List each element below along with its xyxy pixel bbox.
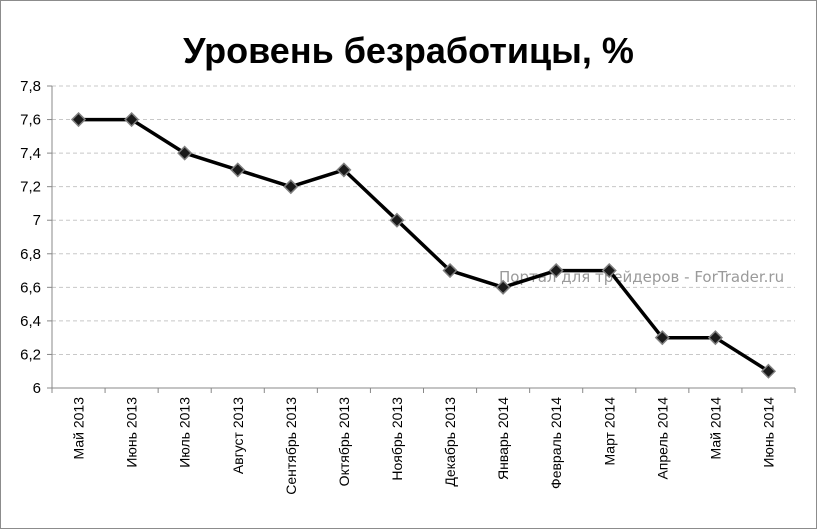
x-tick-label: Июль 2013 (177, 397, 193, 468)
y-tick-label: 7,4 (20, 145, 41, 162)
gridlines (52, 85, 795, 355)
x-tick-label: Октябрь 2013 (336, 397, 352, 487)
data-point-marker (389, 212, 405, 228)
y-tick-label: 6,6 (20, 279, 41, 296)
x-tick-label: Июнь 2013 (124, 397, 140, 468)
y-tick-label: 6 (33, 380, 41, 397)
data-point-marker (601, 262, 617, 279)
y-tick-labels: 6 6,2 6,4 6,6 6,8 7 7,2 7,4 7,6 7,8 (20, 78, 41, 397)
y-tick-label: 6,4 (20, 313, 41, 330)
x-tick-label: Сентябрь 2013 (283, 397, 299, 495)
data-point-marker (707, 330, 723, 346)
data-point-marker (70, 111, 87, 128)
series-polyline (78, 117, 770, 373)
y-tick-label: 7,8 (20, 78, 41, 95)
data-point-marker (177, 145, 193, 161)
watermark-text: Портал для трейдеров - ForTrader.ru (499, 268, 784, 286)
x-tick-labels: Май 2013 Июнь 2013 Июль 2013 Август 2013 Сен… (71, 397, 777, 495)
x-tick-label: Январь 2014 (495, 397, 511, 480)
data-point-marker (336, 162, 352, 178)
x-tick-label: Июнь 2014 (760, 397, 776, 468)
x-tick-label: Май 2014 (707, 397, 723, 460)
chart-title: Уровень безработицы, % (183, 30, 634, 71)
y-tick-label: 6,8 (20, 246, 41, 263)
data-point-marker (230, 162, 246, 178)
x-tick-label: Май 2013 (71, 397, 87, 460)
data-point-marker (124, 111, 140, 128)
axes (47, 85, 796, 393)
data-point-marker (283, 179, 299, 195)
data-point-marker (495, 279, 511, 295)
series-markers (70, 111, 777, 379)
x-tick-label: Декабрь 2013 (442, 397, 458, 487)
x-tick-label: Ноябрь 2013 (389, 397, 405, 481)
y-tick-label: 7,6 (20, 112, 41, 129)
data-point-marker (654, 330, 670, 346)
series-line (78, 117, 770, 373)
data-point-marker (442, 262, 458, 279)
x-tick-label: Март 2014 (601, 397, 617, 466)
data-point-marker (548, 262, 564, 279)
x-tick-label: Август 2013 (230, 397, 246, 474)
y-tick-label: 7 (33, 212, 41, 229)
data-point-marker (760, 363, 777, 379)
y-tick-label: 7,2 (20, 179, 41, 196)
x-tick-label: Февраль 2014 (548, 397, 564, 489)
x-tick-label: Апрель 2014 (654, 397, 670, 480)
y-tick-label: 6,2 (20, 346, 41, 363)
